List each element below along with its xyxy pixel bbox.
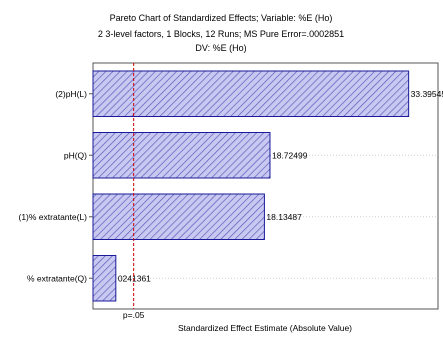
chart-subtitle: 2 3-level factors, 1 Blocks, 12 Runs; MS…	[98, 29, 344, 39]
y-axis-ticks: (2)pH(L) pH(Q) (1)% extratante(L) % extrata…	[19, 89, 93, 283]
effect-bar	[92, 70, 410, 118]
y-tick-label: pH(Q)	[64, 150, 87, 160]
chart-subtitle-dv: DV: %E (Ho)	[195, 43, 246, 53]
significance-line: p=.05	[123, 63, 145, 320]
chart-title: Pareto Chart of Standardized Effects; Va…	[110, 13, 333, 23]
effect-bar	[92, 254, 117, 302]
bars: 33.39545 18.72499 18.13487 0241361	[92, 70, 443, 302]
gridlines	[93, 93, 438, 279]
bar-value-label: 18.72499	[272, 150, 308, 160]
x-axis-label: Standardized Effect Estimate (Absolute V…	[178, 323, 352, 333]
y-tick-label: % extratante(Q)	[27, 273, 87, 283]
effect-bar	[92, 193, 265, 241]
significance-threshold-label: p=.05	[123, 310, 145, 320]
bar-value-label: 0241361	[118, 273, 151, 283]
bar-value-label: 33.39545	[411, 89, 443, 99]
effect-bar	[92, 131, 271, 179]
plot-frame	[92, 62, 439, 310]
y-tick-label: (2)pH(L)	[55, 89, 87, 99]
y-tick-label: (1)% extratante(L)	[19, 212, 88, 222]
bar-value-label: 18.13487	[266, 212, 302, 222]
